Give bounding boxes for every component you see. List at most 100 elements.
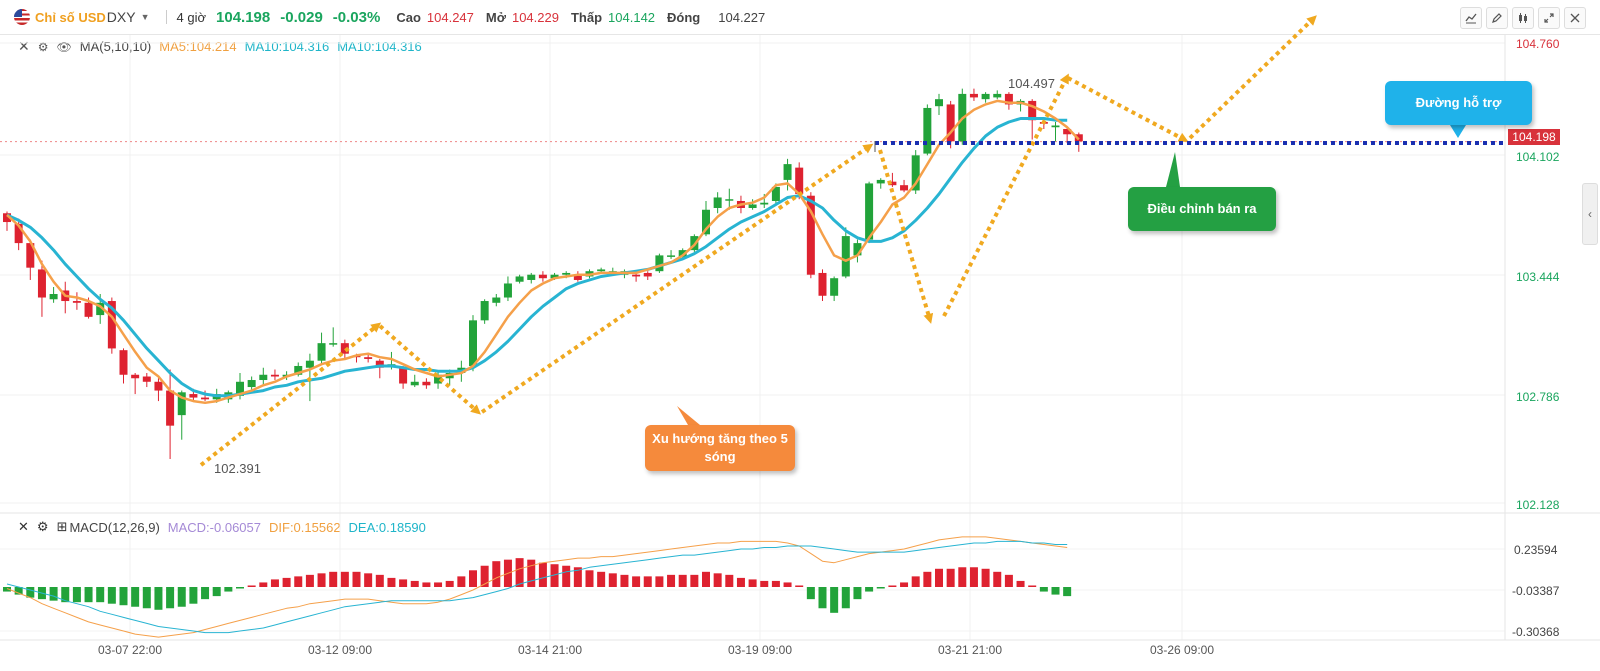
macd-tick-3: -0.30368 [1512, 625, 1560, 639]
candle-body [49, 294, 58, 300]
macd-histogram-bar [26, 587, 35, 598]
wave-4-arrow [878, 149, 934, 324]
candle-body [154, 381, 163, 391]
macd-indicator-name[interactable]: MACD(12,26,9) [69, 519, 160, 535]
macd-histogram-bar [131, 587, 140, 607]
macd-histogram-bar [795, 585, 804, 587]
macd-histogram-bar [771, 580, 780, 587]
candle-body [305, 360, 314, 368]
candle-body [422, 381, 431, 386]
macd-histogram-bar [201, 587, 210, 600]
macd-histogram-bar [736, 577, 745, 587]
drawing-pen-icon[interactable] [1486, 7, 1508, 29]
symbol-name[interactable]: Chỉ số USD [35, 9, 106, 25]
candle-body [469, 320, 477, 366]
macd-histogram-bar [166, 587, 175, 609]
macd-histogram-bar [352, 571, 361, 587]
candle-body [667, 255, 676, 257]
candle-body [969, 93, 978, 98]
support-callout: Đường hỗ trợ [1385, 81, 1532, 125]
macd-histogram-bar [49, 587, 58, 601]
macd-histogram-bar [189, 587, 198, 604]
macd-settings-icon[interactable]: ⚙ [36, 519, 49, 534]
candle-body [434, 374, 443, 384]
remove-indicator-icon[interactable]: ✕ [18, 38, 30, 54]
macd-histogram-bar [865, 587, 874, 592]
symbol-code[interactable]: DXY [106, 9, 136, 25]
close-icon[interactable] [1564, 7, 1586, 29]
macd-histogram-bar [469, 570, 477, 587]
candle-body [993, 93, 1002, 98]
candle-style-icon[interactable] [1512, 7, 1534, 29]
candle-body [1051, 125, 1060, 128]
low-label: Thấp [570, 9, 603, 25]
settings-icon[interactable]: ⚙ [37, 39, 49, 54]
candle-body [911, 155, 920, 191]
macd-histogram-bar [608, 573, 617, 587]
candle-body [725, 199, 734, 201]
macd-histogram-bar [946, 568, 955, 587]
macd-histogram-bar [876, 587, 885, 589]
macd-histogram-bar [364, 573, 373, 587]
candle-body [655, 255, 664, 272]
fullscreen-icon[interactable] [1538, 7, 1560, 29]
close-label: Đóng [667, 9, 701, 25]
macd-histogram-bar [61, 587, 70, 603]
macd-histogram-bar [294, 576, 303, 587]
macd-histogram-bar [620, 574, 629, 587]
macd-histogram-bar [1039, 587, 1048, 592]
remove-macd-icon[interactable]: ✕ [18, 519, 29, 534]
macd-histogram-bar [212, 587, 221, 597]
ma10-line [6, 117, 1068, 398]
close-value: 104.227 [718, 9, 766, 25]
macd-histogram-bar [969, 567, 978, 587]
macd-histogram-bar [340, 571, 349, 587]
macd-histogram-bar [900, 582, 909, 587]
macd-histogram-bar [981, 568, 990, 587]
candle-body [410, 381, 419, 386]
candle-body [818, 272, 827, 296]
candle-body [259, 374, 268, 381]
chart-type-icon[interactable] [1460, 7, 1482, 29]
macd-histogram-bar [806, 587, 815, 600]
macd-histogram-bar [573, 567, 582, 587]
expand-plus-icon[interactable]: ⊞ [56, 519, 68, 534]
macd-histogram-bar [3, 587, 11, 592]
candle-body [142, 376, 151, 382]
candle-body [946, 104, 955, 142]
collapse-panel-chevron-icon[interactable]: ‹ [1582, 183, 1598, 245]
macd-value: MACD:-0.06057 [167, 519, 261, 535]
macd-histogram-bar [760, 580, 769, 587]
macd-histogram-bar [643, 576, 652, 587]
macd-histogram-bar [1063, 587, 1072, 597]
macd-legend: ✕ ⚙ ⊞ MACD(12,26,9) MACD:-0.06057 DIF:0.… [18, 519, 426, 535]
price-tick-top: 104.760 [1516, 37, 1560, 51]
candle-body [480, 301, 489, 321]
macd-histogram-bar [119, 587, 128, 606]
timeframe-selector[interactable]: 4 giờ [176, 9, 207, 25]
macd-histogram-bar [527, 559, 536, 587]
candle-body [14, 223, 23, 244]
candle-body [923, 107, 932, 154]
moving-average-lines [6, 99, 1080, 405]
candle-body [294, 365, 303, 375]
candle-body [876, 179, 885, 184]
correction-arrow [1067, 76, 1189, 142]
symbol-dropdown-caret-icon[interactable]: ▼ [140, 12, 150, 22]
candle-body [702, 209, 710, 235]
candle-body [771, 186, 780, 201]
macd-histogram-bar [259, 582, 268, 587]
candle-body [573, 274, 582, 280]
candle-body [84, 302, 93, 317]
candle-body [865, 183, 874, 240]
candle-body [853, 243, 862, 256]
candle-body [247, 380, 256, 388]
macd-histogram-bar [1028, 585, 1037, 587]
candle-body [1028, 100, 1037, 121]
macd-histogram-bar [783, 582, 792, 587]
macd-histogram-bar [550, 564, 559, 587]
macd-tick-1: 0.23594 [1514, 543, 1558, 557]
macd-histogram-bar [399, 579, 408, 587]
candle-body [550, 274, 559, 279]
